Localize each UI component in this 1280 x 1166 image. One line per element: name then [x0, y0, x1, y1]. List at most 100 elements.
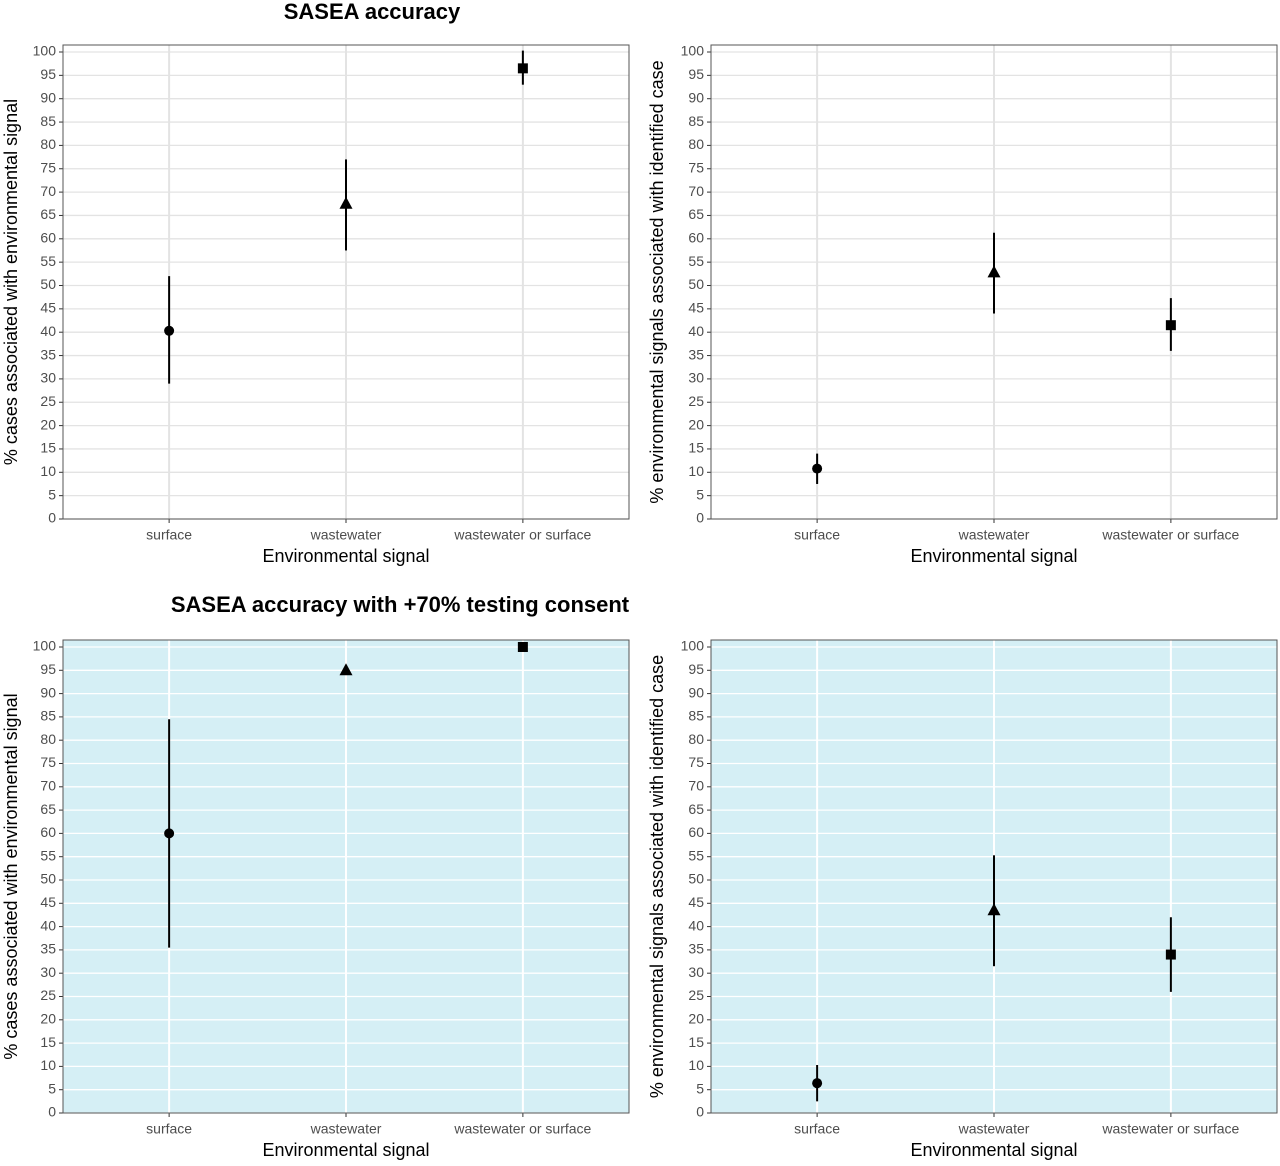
y-axis-label: % cases associated with environmental si… [1, 99, 21, 465]
point [812, 463, 823, 474]
y-tick-label: 75 [688, 159, 704, 175]
y-tick-label: 85 [688, 113, 704, 129]
chart-title: SASEA accuracy with +70% testing consent [171, 592, 630, 617]
y-tick-label: 60 [688, 230, 704, 246]
y-tick-label: 55 [40, 847, 56, 863]
y-tick-label: 70 [40, 777, 56, 793]
y-tick-label: 15 [688, 440, 704, 456]
y-tick-label: 55 [688, 253, 704, 269]
y-tick-label: 20 [40, 1011, 56, 1027]
y-tick-label: 50 [688, 276, 704, 292]
point [517, 641, 528, 652]
y-tick-label: 30 [688, 370, 704, 386]
x-tick-label: surface [794, 527, 840, 543]
y-tick-label: 80 [688, 731, 704, 747]
y-tick-label: 25 [688, 987, 704, 1003]
point [987, 903, 1001, 916]
point [339, 196, 353, 209]
y-tick-label: 20 [688, 416, 704, 432]
x-axis-label: Environmental signal [910, 546, 1077, 566]
y-tick-label: 55 [40, 253, 56, 269]
y-tick-label: 85 [688, 708, 704, 724]
y-axis-label: % environmental signals associated with … [647, 655, 667, 1098]
y-tick-label: 30 [40, 370, 56, 386]
y-axis-label: % environmental signals associated with … [647, 60, 667, 503]
y-tick-label: 55 [688, 847, 704, 863]
y-tick-label: 30 [40, 964, 56, 980]
panel-border [62, 44, 630, 520]
x-tick-label: wastewater or surface [453, 1121, 591, 1137]
y-tick-label: 5 [696, 486, 704, 502]
x-tick-label: wastewater [310, 1121, 382, 1137]
y-tick-label: 90 [688, 684, 704, 700]
y-tick-label: 70 [688, 183, 704, 199]
y-tick-label: 20 [40, 416, 56, 432]
panel-border [710, 639, 1278, 1114]
point [1165, 320, 1176, 331]
y-tick-label: 40 [688, 323, 704, 339]
y-tick-label: 45 [40, 894, 56, 910]
y-tick-label: 25 [688, 393, 704, 409]
y-tick-label: 35 [40, 941, 56, 957]
y-tick-label: 65 [40, 801, 56, 817]
y-tick-label: 90 [40, 684, 56, 700]
point [164, 325, 175, 336]
y-tick-label: 10 [40, 463, 56, 479]
x-tick-label: wastewater [958, 1121, 1030, 1137]
y-tick-label: 100 [681, 638, 705, 654]
y-tick-label: 100 [33, 638, 57, 654]
y-tick-label: 10 [40, 1057, 56, 1073]
x-tick-label: surface [146, 527, 192, 543]
y-tick-label: 40 [40, 323, 56, 339]
y-tick-label: 95 [40, 66, 56, 82]
y-tick-label: 100 [681, 43, 705, 59]
x-tick-label: wastewater or surface [1101, 1121, 1239, 1137]
y-tick-label: 80 [688, 136, 704, 152]
x-axis-label: Environmental signal [262, 1140, 429, 1160]
x-tick-label: wastewater [310, 527, 382, 543]
y-tick-label: 40 [688, 917, 704, 933]
y-tick-label: 60 [688, 824, 704, 840]
y-tick-label: 85 [40, 708, 56, 724]
y-tick-label: 15 [40, 440, 56, 456]
y-tick-label: 10 [688, 1057, 704, 1073]
x-axis-label: Environmental signal [262, 546, 429, 566]
y-tick-label: 75 [40, 754, 56, 770]
y-tick-label: 80 [40, 136, 56, 152]
y-tick-label: 70 [40, 183, 56, 199]
y-tick-label: 95 [40, 661, 56, 677]
x-tick-label: surface [794, 1121, 840, 1137]
x-tick-label: wastewater or surface [1101, 527, 1239, 543]
y-tick-label: 25 [40, 393, 56, 409]
y-tick-label: 0 [696, 1104, 704, 1120]
y-tick-label: 0 [48, 1104, 56, 1120]
x-tick-label: wastewater or surface [453, 527, 591, 543]
y-tick-label: 40 [40, 917, 56, 933]
x-tick-label: wastewater [958, 527, 1030, 543]
y-tick-label: 70 [688, 777, 704, 793]
y-tick-label: 10 [688, 463, 704, 479]
y-tick-label: 100 [33, 43, 57, 59]
chart-title: SASEA accuracy [284, 0, 461, 24]
y-axis-label: % cases associated with environmental si… [1, 693, 21, 1059]
y-tick-label: 0 [48, 510, 56, 526]
x-tick-label: surface [146, 1121, 192, 1137]
point [1165, 949, 1176, 960]
y-tick-label: 95 [688, 66, 704, 82]
y-tick-label: 30 [688, 964, 704, 980]
y-tick-label: 65 [688, 206, 704, 222]
y-tick-label: 85 [40, 113, 56, 129]
y-tick-label: 65 [688, 801, 704, 817]
point [812, 1078, 823, 1089]
y-tick-label: 20 [688, 1011, 704, 1027]
y-tick-label: 35 [688, 346, 704, 362]
x-axis-label: Environmental signal [910, 1140, 1077, 1160]
y-tick-label: 75 [688, 754, 704, 770]
y-tick-label: 60 [40, 230, 56, 246]
y-tick-label: 5 [48, 486, 56, 502]
y-tick-label: 45 [688, 300, 704, 316]
y-tick-label: 75 [40, 159, 56, 175]
y-tick-label: 50 [688, 871, 704, 887]
point [339, 663, 353, 676]
y-tick-label: 50 [40, 871, 56, 887]
